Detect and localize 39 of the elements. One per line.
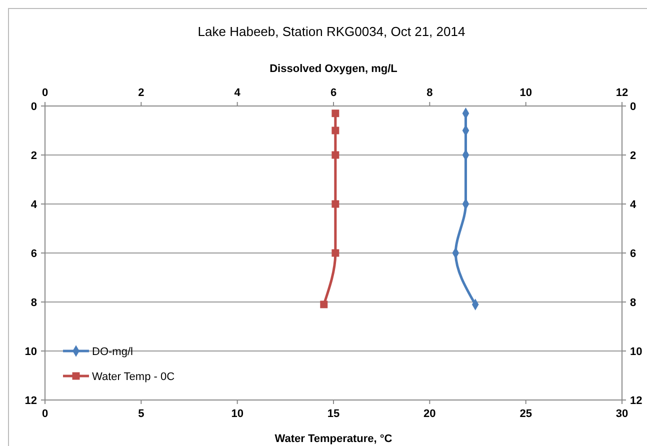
x-tick-label: 5 (138, 408, 144, 420)
x2-tick-label: 4 (234, 87, 242, 99)
point (332, 151, 340, 159)
x2-tick-label: 8 (426, 87, 433, 99)
legend-label: Water Temp - 0C (92, 370, 175, 383)
point (332, 200, 340, 208)
y-tick-label: 12 (24, 394, 37, 407)
point (320, 300, 328, 308)
y2-tick-label: 4 (630, 198, 637, 211)
y2-tick-label: 2 (630, 150, 636, 162)
x-axis-title: Water Temperature, °C (274, 433, 392, 445)
x-tick-label: 30 (616, 408, 628, 420)
x-tick-label: 0 (42, 408, 48, 420)
y-tick-label: 2 (30, 150, 37, 162)
x-tick-label: 25 (520, 408, 532, 420)
y2-tick-label: 6 (630, 248, 636, 260)
x2-tick-label: 6 (330, 87, 337, 99)
x-tick-label: 20 (424, 408, 436, 420)
chart-title: Lake Habeeb, Station RKG0034, Oct 21, 2014 (198, 24, 466, 39)
y-tick-label: 4 (30, 198, 38, 211)
y2-tick-label: 12 (630, 394, 642, 407)
legend-label: DO-mg/l (92, 346, 133, 358)
x-tick-label: 15 (327, 408, 340, 420)
x2-tick-label: 2 (138, 87, 144, 99)
x-tick-label: 10 (231, 408, 244, 420)
y2-tick-label: 0 (630, 100, 636, 113)
y2-tick-label: 10 (630, 346, 642, 358)
y2-tick-label: 8 (630, 296, 636, 309)
point (332, 249, 340, 257)
x2-tick-label: 12 (616, 87, 628, 99)
point (332, 126, 340, 134)
point (332, 110, 340, 118)
x2-tick-label: 0 (42, 87, 48, 99)
y-tick-label: 10 (24, 346, 37, 358)
y-tick-label: 0 (30, 100, 37, 113)
x2-axis-title: Dissolved Oxygen, mg/L (270, 63, 398, 75)
x2-tick-label: 10 (520, 87, 532, 99)
y-tick-label: 8 (30, 296, 37, 309)
y-tick-label: 6 (30, 248, 37, 260)
